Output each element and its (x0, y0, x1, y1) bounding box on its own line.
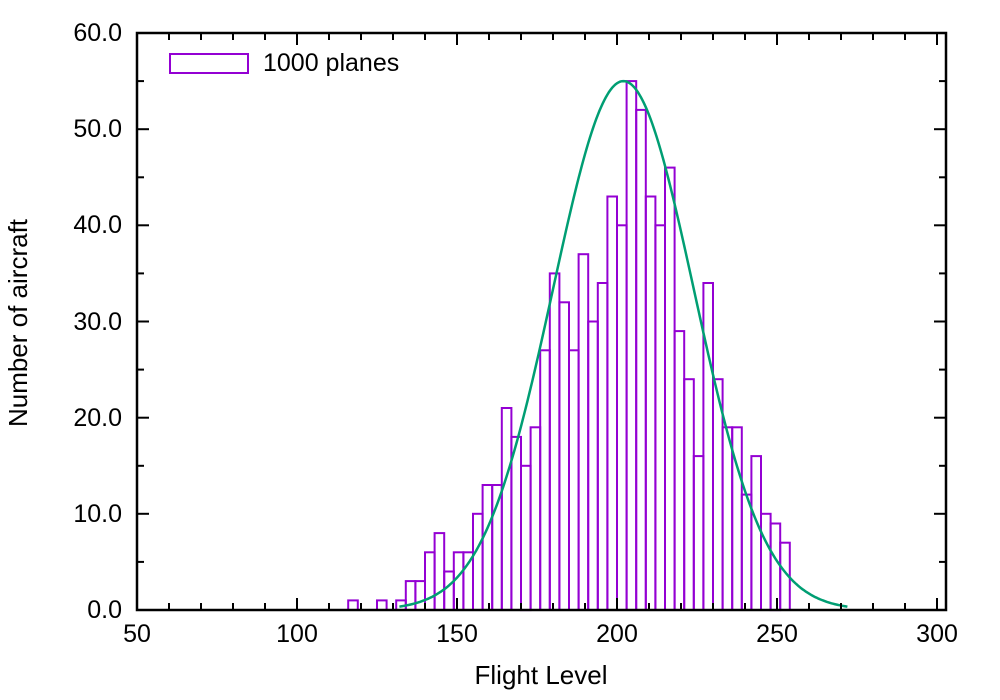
histogram-bar (664, 166, 676, 611)
histogram-bar (472, 512, 484, 611)
y-tick-label: 60.0 (73, 19, 122, 47)
histogram-bar (625, 80, 638, 612)
histogram-bar (616, 224, 628, 612)
histogram-bar (481, 484, 494, 611)
histogram-bar (539, 349, 551, 611)
histogram-bar (654, 224, 667, 612)
histogram-bar (769, 522, 782, 612)
x-tick-label: 200 (596, 620, 638, 648)
histogram-bar (424, 551, 436, 611)
histogram-bar (568, 349, 580, 611)
histogram-bar (606, 195, 619, 611)
legend-swatch (169, 53, 249, 74)
y-tick-label: 30.0 (73, 307, 122, 336)
histogram-bar (462, 551, 474, 611)
histogram-bar (673, 330, 686, 611)
histogram-bar (376, 599, 388, 612)
histogram-bar (443, 570, 455, 611)
histogram-bar (414, 580, 426, 611)
x-tick-label: 150 (436, 620, 478, 648)
x-tick-label: 50 (123, 620, 151, 648)
histogram-bars (347, 80, 791, 612)
gaussian-fit-line (399, 79, 848, 608)
histogram-bar (433, 532, 446, 611)
x-tick-label: 300 (916, 620, 958, 648)
y-tick-label: 50.0 (73, 115, 122, 144)
histogram-bar (520, 464, 532, 612)
histogram-bar (558, 301, 571, 611)
histogram-bar (750, 455, 763, 611)
histogram-bar (347, 599, 359, 612)
histogram-bar (635, 108, 647, 612)
y-axis-title: Number of aircraft (3, 218, 33, 428)
histogram-bar (692, 455, 705, 611)
histogram-bar (721, 426, 734, 611)
histogram-bar (596, 282, 609, 611)
histogram-bar (587, 320, 599, 611)
histogram-bar (510, 435, 522, 611)
histogram-bar (740, 493, 753, 612)
histogram-bar (644, 195, 657, 611)
x-tick-label: 250 (756, 620, 798, 648)
histogram-bar (712, 378, 724, 612)
plot-border-and-ticks (135, 31, 948, 612)
histogram-bar (577, 253, 590, 611)
y-tick-label: 40.0 (73, 211, 122, 240)
histogram-bar (548, 272, 561, 611)
histogram-bar (683, 378, 695, 612)
histogram-bar (529, 426, 542, 611)
y-tick-label: 10.0 (73, 499, 122, 528)
y-tick-label: 20.0 (73, 403, 122, 432)
fit-curve (399, 79, 848, 608)
legend-label: 1000 planes (263, 49, 400, 77)
histogram-bar (702, 282, 715, 611)
x-tick-label: 100 (276, 620, 318, 648)
histogram-bar (500, 407, 513, 611)
x-axis-title: Flight Level (474, 660, 608, 690)
histogram-bar (760, 512, 772, 611)
y-tick-label: 0.0 (87, 596, 122, 624)
